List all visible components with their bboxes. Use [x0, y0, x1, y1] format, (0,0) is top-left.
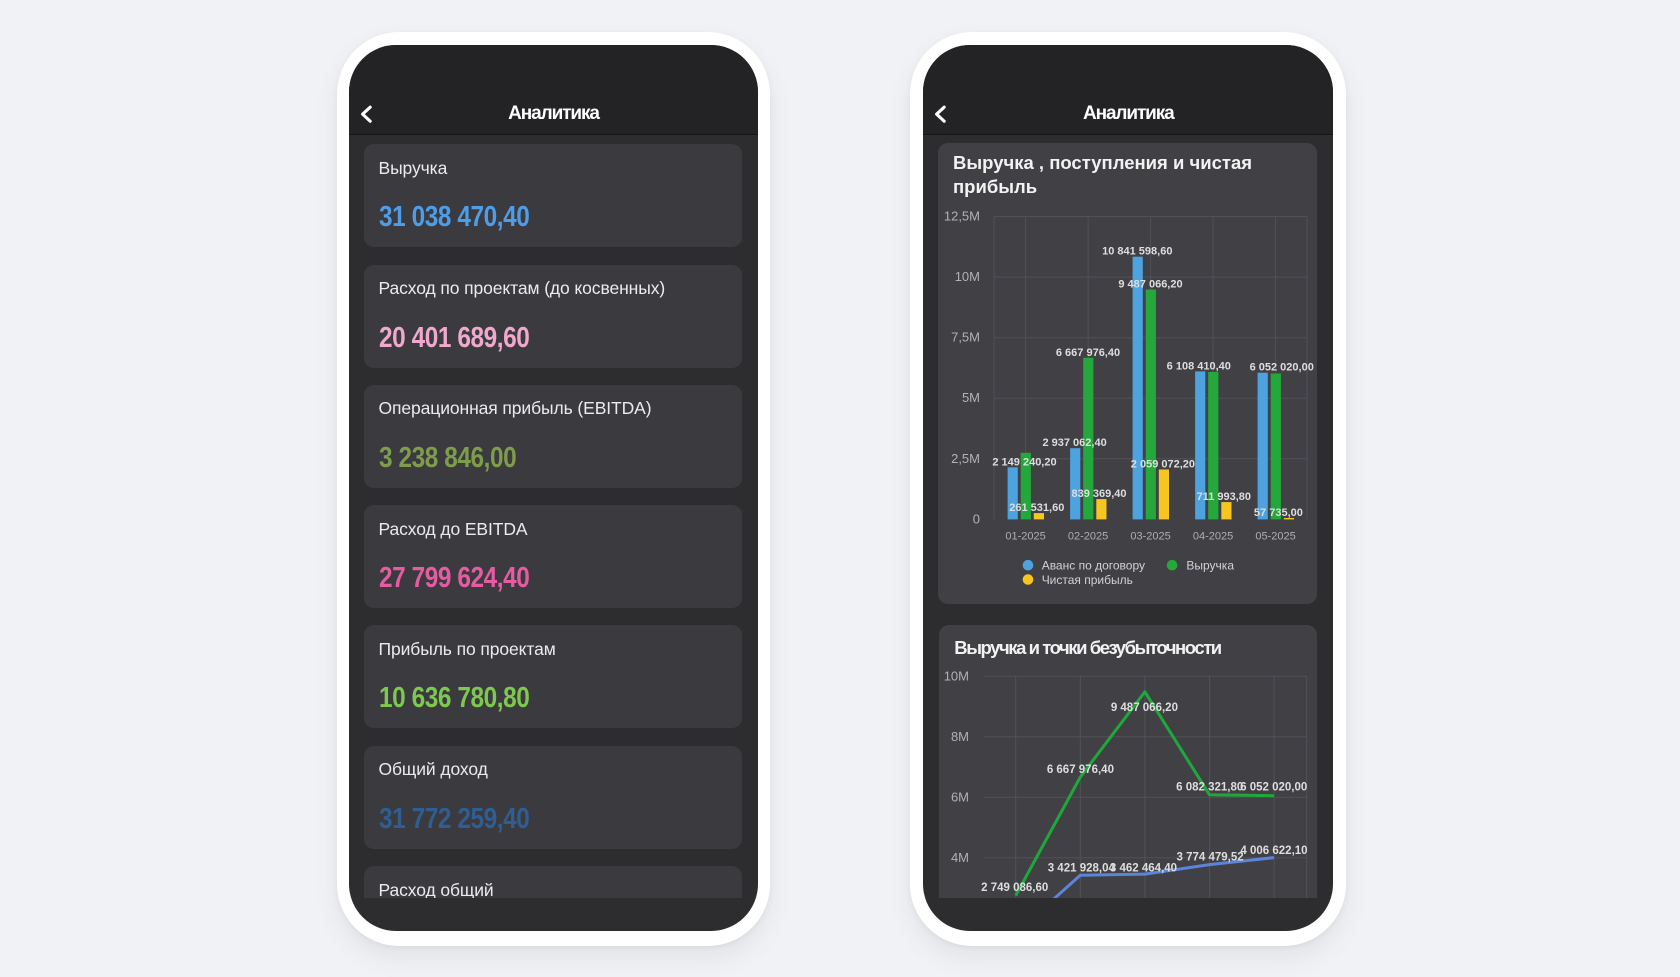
svg-text:6 667 976,40: 6 667 976,40	[1047, 764, 1114, 776]
svg-text:3 774 479,52: 3 774 479,52	[1177, 852, 1244, 864]
svg-text:4 006 622,10: 4 006 622,10	[1241, 845, 1308, 857]
svg-text:3 462 464,40: 3 462 464,40	[1110, 863, 1177, 875]
svg-text:Чистая прибыль: Чистая прибыль	[1042, 573, 1133, 587]
svg-text:03-2025: 03-2025	[1130, 530, 1170, 542]
svg-text:10M: 10M	[955, 269, 980, 284]
svg-text:839 369,40: 839 369,40	[1071, 488, 1126, 500]
svg-text:2,5M: 2,5M	[951, 451, 980, 466]
svg-text:10M: 10M	[944, 668, 969, 683]
svg-text:05-2025: 05-2025	[1255, 530, 1295, 542]
svg-text:0: 0	[973, 511, 980, 526]
svg-text:9 487 066,20: 9 487 066,20	[1118, 279, 1182, 291]
svg-text:5M: 5M	[962, 390, 980, 405]
svg-text:Аванс по договору: Аванс по договору	[1042, 559, 1145, 573]
svg-text:01-2025: 01-2025	[1005, 530, 1045, 542]
svg-text:02-2025: 02-2025	[1068, 530, 1108, 542]
svg-text:12,5M: 12,5M	[944, 209, 980, 224]
svg-text:3 421 928,04: 3 421 928,04	[1048, 863, 1116, 875]
svg-text:10 841 598,60: 10 841 598,60	[1102, 246, 1172, 258]
svg-text:8M: 8M	[951, 729, 969, 744]
svg-text:6M: 6M	[951, 789, 969, 804]
svg-text:261 531,60: 261 531,60	[1009, 502, 1064, 514]
svg-text:9 487 066,20: 9 487 066,20	[1111, 702, 1178, 714]
svg-text:6 667 976,40: 6 667 976,40	[1056, 347, 1120, 359]
svg-text:57 735,00: 57 735,00	[1254, 507, 1303, 519]
svg-text:2 059 072,20: 2 059 072,20	[1131, 459, 1195, 471]
svg-text:4M: 4M	[951, 850, 969, 865]
svg-text:7,5M: 7,5M	[951, 330, 980, 345]
svg-text:04-2025: 04-2025	[1193, 530, 1233, 542]
svg-text:6 052 020,00: 6 052 020,00	[1250, 362, 1314, 374]
svg-text:6 082 321,80: 6 082 321,80	[1176, 782, 1243, 794]
svg-text:Выручка: Выручка	[1186, 559, 1234, 573]
svg-text:2 937 062,40: 2 937 062,40	[1042, 437, 1106, 449]
svg-text:2 749 086,60: 2 749 086,60	[981, 882, 1048, 894]
svg-text:6 052 020,00: 6 052 020,00	[1240, 782, 1307, 794]
svg-text:6 108 410,40: 6 108 410,40	[1167, 360, 1231, 372]
svg-text:711 993,80: 711 993,80	[1197, 491, 1251, 503]
svg-text:2 149 240,20: 2 149 240,20	[992, 456, 1056, 468]
